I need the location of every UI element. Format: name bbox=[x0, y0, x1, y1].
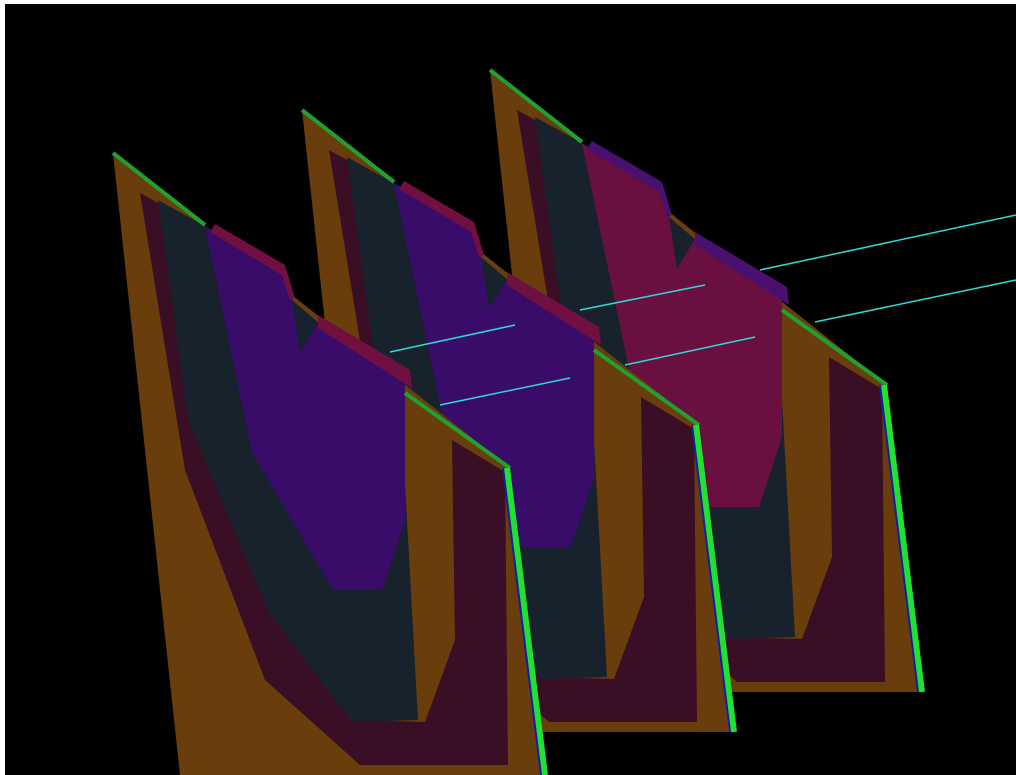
beam-line bbox=[579, 284, 706, 311]
beam-line bbox=[814, 279, 1016, 323]
beam-line bbox=[389, 324, 516, 353]
beam-line bbox=[759, 214, 1016, 271]
beam-line bbox=[624, 336, 756, 366]
beam-line bbox=[439, 377, 571, 406]
